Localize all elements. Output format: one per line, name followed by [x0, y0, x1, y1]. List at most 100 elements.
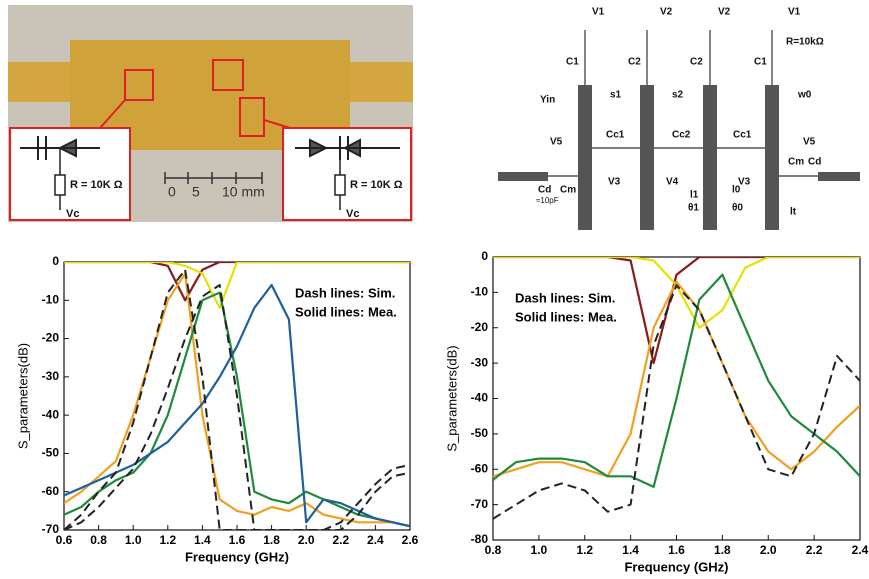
- y-tick-label: -50: [471, 426, 489, 440]
- label: C1: [566, 57, 579, 68]
- x-tick-label: 2.4: [367, 533, 384, 547]
- y-tick-label: 0: [481, 249, 488, 263]
- x-tick-label: 1.0: [531, 543, 548, 557]
- data-line: [64, 268, 410, 530]
- photo: R = 10K Ω Vc R = 10K Ω Vc 0 5 10 mm: [8, 5, 413, 222]
- x-tick-label: 2.6: [402, 533, 419, 547]
- resistor: [54, 174, 66, 196]
- resistor: [334, 174, 346, 196]
- label: lt: [790, 207, 797, 218]
- wires: [548, 30, 818, 177]
- x-tick-label: 1.2: [576, 543, 593, 557]
- x-tick-label: 1.4: [194, 533, 211, 547]
- label: Cc1: [606, 130, 625, 141]
- schematic: V1 V2 V2 V1 C1 C2 C2 C1 R=10kΩ Yin s1 s2…: [498, 7, 860, 230]
- x-tick-label: 0.8: [485, 543, 502, 557]
- x-tick-label: 1.6: [229, 533, 246, 547]
- x-tick-label: 1.6: [668, 543, 685, 557]
- label: V1: [592, 7, 605, 18]
- label: Vc: [66, 208, 79, 220]
- scale-bar: [164, 172, 263, 184]
- x-tick-label: 1.8: [263, 533, 280, 547]
- highlight: [239, 97, 265, 137]
- y-tick-label: -70: [42, 522, 60, 536]
- label: Cm: [788, 157, 804, 168]
- y-tick-label: -10: [42, 292, 60, 306]
- label: V3: [738, 177, 751, 188]
- resonator: [703, 85, 717, 230]
- inset: [9, 127, 131, 221]
- label: θ0: [732, 203, 743, 214]
- label: Cm: [560, 185, 576, 196]
- scale-label: 5: [192, 184, 200, 200]
- label: V1: [788, 7, 801, 18]
- pointer: [263, 119, 291, 129]
- y-tick-label: -70: [471, 497, 489, 511]
- y-tick-label: -60: [471, 461, 489, 475]
- connector: [8, 62, 78, 102]
- label: C2: [690, 57, 703, 68]
- label: l0: [732, 185, 741, 196]
- x-tick-label: 1.2: [159, 533, 176, 547]
- label: V3: [608, 177, 621, 188]
- data-line: [493, 280, 860, 478]
- data-line: [493, 284, 860, 520]
- data-line: [64, 283, 410, 528]
- label: Cd: [808, 157, 821, 168]
- highlight: [212, 59, 244, 91]
- highlight: [124, 69, 154, 101]
- y-axis-label: S_parameters(dB): [15, 343, 30, 449]
- x-tick-label: 0.6: [56, 533, 73, 547]
- feed-line: [498, 172, 548, 181]
- feed-line: [818, 172, 860, 181]
- y-tick-label: -40: [42, 407, 60, 421]
- y-tick-label: -60: [42, 484, 60, 498]
- label: s1: [610, 90, 622, 101]
- x-axis-label: Frequency (GHz): [624, 559, 728, 574]
- annotation: Solid lines: Mea.: [515, 309, 617, 324]
- x-tick-label: 2.0: [760, 543, 777, 557]
- data-line: [493, 257, 860, 365]
- y-axis-label: S_parameters(dB): [444, 345, 459, 451]
- x-tick-label: 0.8: [90, 533, 107, 547]
- label: Vc: [346, 208, 359, 220]
- label: ≈10pF: [536, 196, 559, 205]
- y-tick-label: -10: [471, 285, 489, 299]
- annotation: Dash lines: Sim.: [295, 285, 395, 300]
- x-tick-label: 1.4: [622, 543, 639, 557]
- label: θ1: [688, 203, 699, 214]
- label: l1: [690, 190, 699, 201]
- label: V5: [803, 137, 816, 148]
- label: V2: [660, 7, 673, 18]
- scale-label: 10 mm: [222, 184, 265, 200]
- connector: [340, 62, 413, 102]
- x-tick-label: 1.8: [714, 543, 731, 557]
- y-tick-label: -30: [42, 369, 60, 383]
- data-line: [64, 291, 410, 528]
- label: w0: [797, 90, 812, 101]
- x-tick-label: 2.0: [298, 533, 315, 547]
- x-tick-label: 2.2: [332, 533, 349, 547]
- label: R = 10K Ω: [350, 179, 403, 191]
- x-tick-label: 2.4: [852, 543, 869, 557]
- resonator: [640, 85, 654, 230]
- label: s2: [672, 90, 684, 101]
- label: C2: [628, 57, 641, 68]
- label: Cd: [538, 185, 551, 196]
- y-tick-label: -20: [471, 320, 489, 334]
- data-line: [64, 284, 410, 530]
- label: R=10kΩ: [786, 37, 824, 48]
- label: Cc1: [733, 130, 752, 141]
- label: V5: [550, 137, 563, 148]
- resonator: [765, 85, 779, 230]
- label: R = 10K Ω: [70, 179, 123, 191]
- label: C1: [754, 57, 767, 68]
- x-axis-label: Frequency (GHz): [185, 549, 289, 564]
- annotation: Dash lines: Sim.: [515, 290, 615, 305]
- pointer: [99, 99, 126, 129]
- resonator: [578, 85, 592, 230]
- label: Cc2: [672, 130, 691, 141]
- y-tick-label: -80: [471, 532, 489, 546]
- scale-label: 0: [168, 184, 176, 200]
